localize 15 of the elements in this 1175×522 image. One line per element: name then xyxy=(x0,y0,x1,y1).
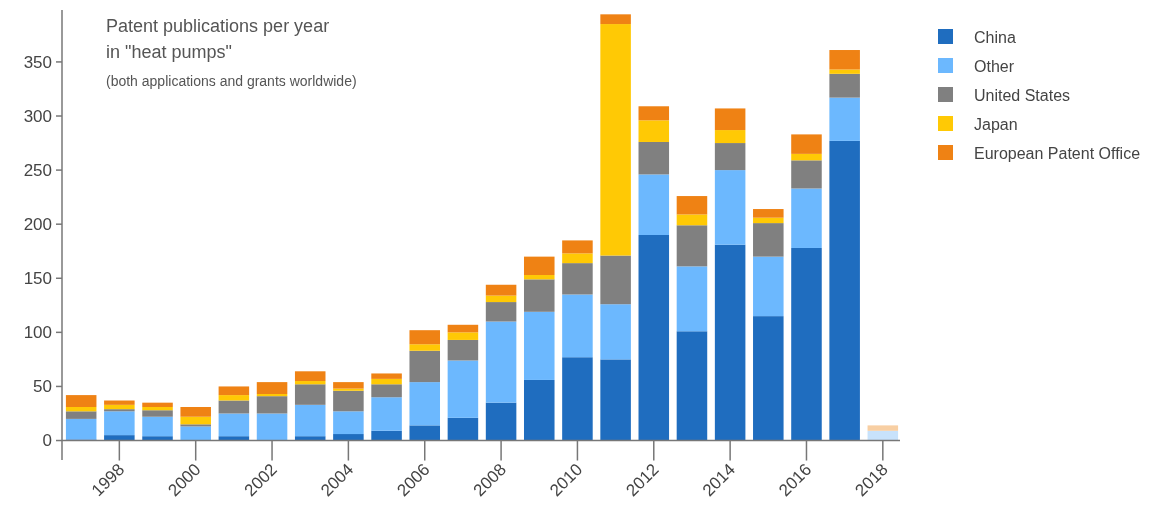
y-tick-label: 300 xyxy=(23,106,52,126)
legend-label: Japan xyxy=(974,115,1018,133)
legend-label: European Patent Office xyxy=(974,144,1141,162)
y-tick-label: 150 xyxy=(23,269,52,289)
legend-label: China xyxy=(974,28,1016,46)
y-tick-label: 0 xyxy=(42,431,52,451)
y-tick-label: 200 xyxy=(23,215,52,235)
y-tick-label: 350 xyxy=(23,52,52,72)
legend-label: Other xyxy=(974,57,1015,75)
text: (both applications and grants worldwide) xyxy=(106,73,357,89)
y-tick-label: 250 xyxy=(23,161,52,181)
y-tick-label: 100 xyxy=(23,323,52,343)
legend-label: United States xyxy=(974,86,1071,104)
text: Patent publications per year in "heat pumps" xyxy=(106,16,330,62)
y-tick-label: 50 xyxy=(33,377,52,397)
